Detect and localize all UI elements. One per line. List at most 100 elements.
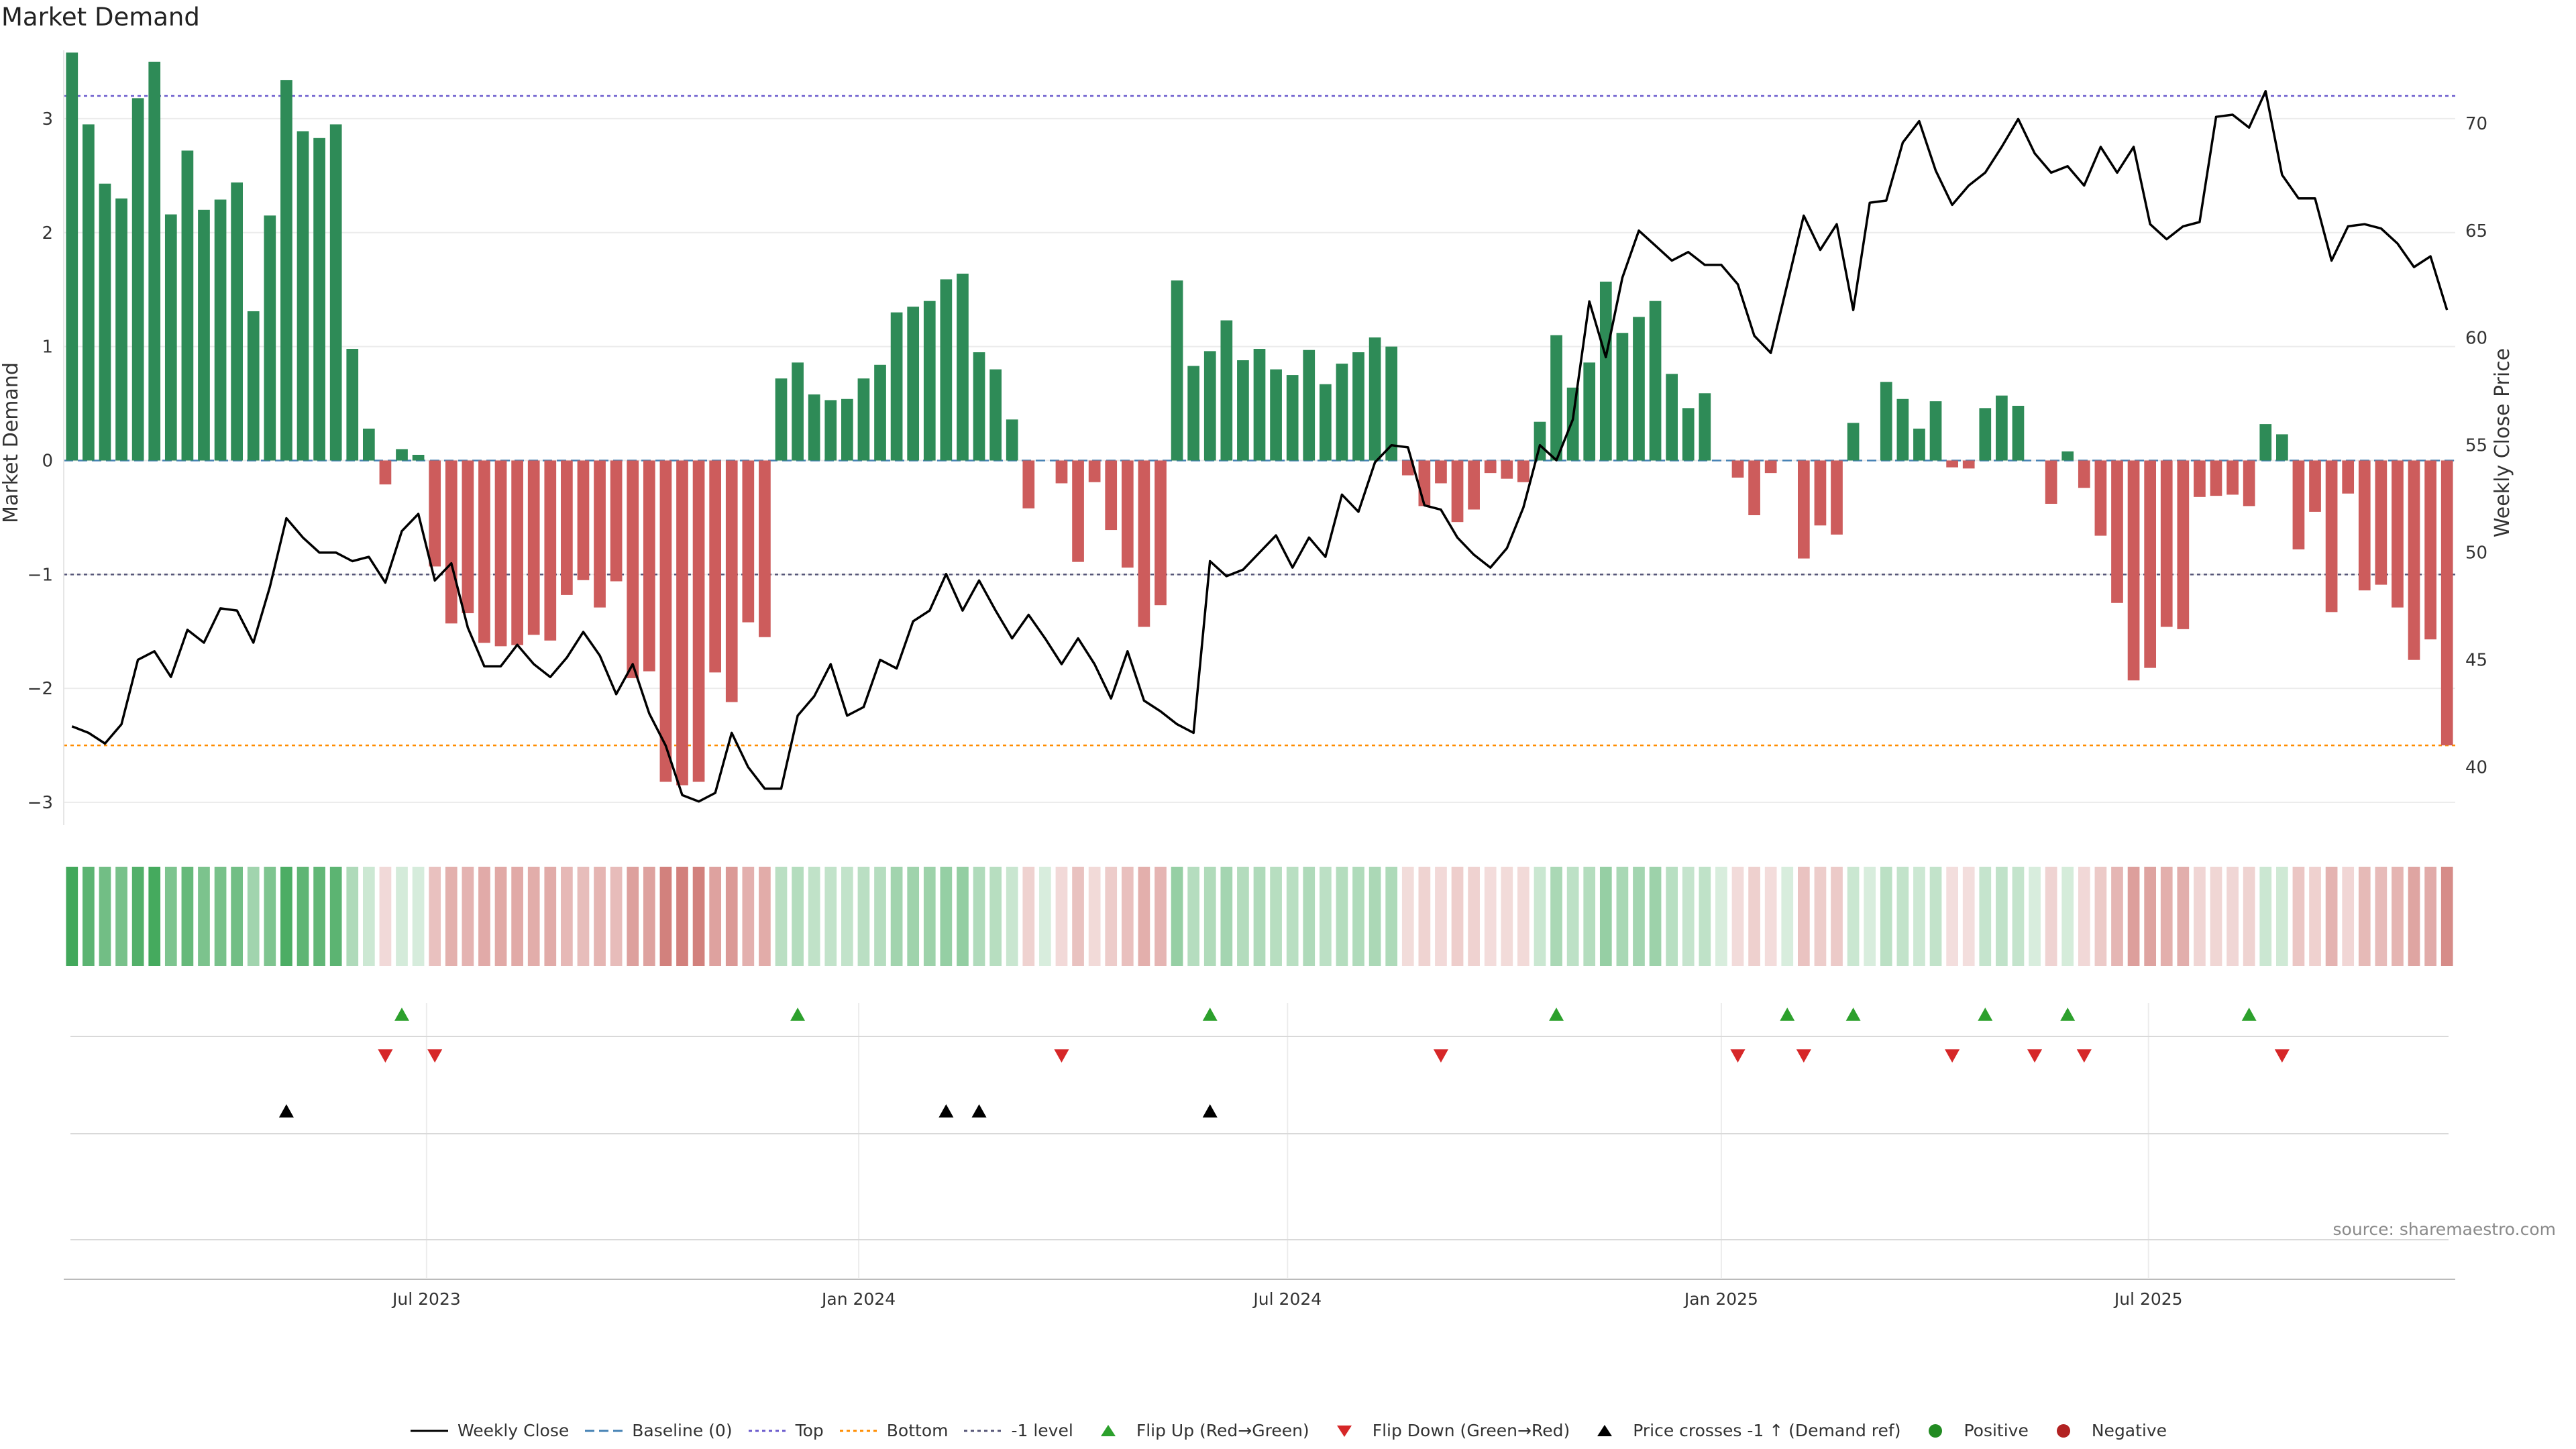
strip-cell <box>1418 867 1431 966</box>
strip-cell <box>83 867 95 966</box>
strip-cell <box>2177 867 2190 966</box>
positive-bar <box>1237 360 1249 461</box>
positive-bar <box>280 80 292 461</box>
strip-cell <box>1864 867 1876 966</box>
positive-bar <box>1006 419 1018 461</box>
negative-bar <box>2325 460 2338 612</box>
strip-cell <box>824 867 837 966</box>
negative-bar <box>2177 460 2190 629</box>
strip-cell <box>1517 867 1529 966</box>
strip-cell <box>462 867 474 966</box>
strip-cell <box>1187 867 1200 966</box>
price-cross-marker <box>278 1104 294 1118</box>
legend-item-flip-down: Flip Down (Green→Red) <box>1324 1421 1570 1440</box>
legend-item-negative: Negative <box>2043 1421 2167 1440</box>
strip-cell <box>1270 867 1282 966</box>
y2-tick-label: 45 <box>2465 651 2487 671</box>
strip-cell <box>2210 867 2222 966</box>
negative-bar <box>2078 460 2090 488</box>
positive-bar <box>841 398 853 461</box>
strip-cell <box>181 867 194 966</box>
positive-bar <box>2061 451 2074 461</box>
legend-item-baseline: Baseline (0) <box>584 1421 733 1440</box>
strip-cell <box>1055 867 1068 966</box>
positive-bar <box>1699 393 1711 461</box>
positive-bar <box>989 369 1002 461</box>
strip-cell <box>362 867 375 966</box>
positive-bar <box>181 150 194 461</box>
negative-bar <box>1831 460 1843 535</box>
strip-cell <box>1401 867 1414 966</box>
flip-up-marker <box>1549 1008 1564 1021</box>
negative-bar <box>742 460 755 623</box>
positive-bar <box>1666 374 1678 461</box>
strip-cell <box>2259 867 2272 966</box>
strip-cell <box>1352 867 1364 966</box>
strip-cell <box>957 867 969 966</box>
strip-cell <box>1138 867 1150 966</box>
legend-swatch <box>1100 1424 1116 1436</box>
strip-cell <box>280 867 292 966</box>
strip-cell <box>2012 867 2025 966</box>
positive-bar <box>2275 434 2288 461</box>
negative-bar <box>676 460 688 786</box>
strip-cell <box>66 867 78 966</box>
strip-cell <box>2440 867 2453 966</box>
price-line <box>71 90 2449 803</box>
strip-cell <box>2392 867 2404 966</box>
positive-bar <box>2259 424 2272 461</box>
positive-bar <box>874 364 886 461</box>
strip-cell <box>2078 867 2090 966</box>
strip-cell <box>1699 867 1711 966</box>
legend-swatch <box>2056 1424 2070 1438</box>
strip-cell <box>2243 867 2255 966</box>
negative-bar <box>725 460 738 702</box>
strip-cell <box>2094 867 2107 966</box>
negative-bar <box>2144 460 2157 668</box>
positive-bar <box>346 349 359 461</box>
negative-bar <box>2094 460 2107 536</box>
positive-bar <box>923 301 936 461</box>
negative-bar <box>1105 460 1118 531</box>
positive-bar <box>1171 280 1183 461</box>
gridlines <box>64 117 2455 1278</box>
strip-cell <box>494 867 507 966</box>
strip-cell <box>2029 867 2041 966</box>
strip-cell <box>131 867 144 966</box>
x-tick-label: Jul 2025 <box>2113 1289 2183 1309</box>
strip-cell <box>1319 867 1332 966</box>
flip-down-marker <box>378 1049 393 1063</box>
negative-bar <box>1517 460 1529 482</box>
strip-cell <box>1979 867 1992 966</box>
negative-bar <box>692 460 705 782</box>
negative-bar <box>2392 460 2404 608</box>
strip-cell <box>1896 867 1909 966</box>
legend-swatch <box>1336 1425 1352 1437</box>
positive-bar <box>1187 366 1200 461</box>
strip-cell <box>2275 867 2288 966</box>
strip-cell <box>1946 867 1958 966</box>
flip-up-marker <box>1845 1008 1861 1021</box>
strip-cell <box>445 867 458 966</box>
x-tick-label: Jul 2024 <box>1252 1289 1322 1309</box>
strip-cell <box>1171 867 1183 966</box>
positive-bar <box>1583 362 1596 461</box>
chart-area: −3 −2 −1 0 1 2 3 40 45 50 55 60 65 70 Jul 2023 Jan 202… <box>0 50 2514 1309</box>
legend-label: Flip Down (Green→Red) <box>1372 1421 1570 1440</box>
strip-cell <box>907 867 920 966</box>
negative-bar <box>1946 460 1958 468</box>
strip-cell <box>313 867 325 966</box>
strip-cell <box>676 867 688 966</box>
y2-tick-label: 65 <box>2465 221 2487 241</box>
negative-bar <box>1764 460 1777 474</box>
strip-cell <box>2127 867 2140 966</box>
positive-bar <box>1270 369 1282 461</box>
strip-cell <box>1286 867 1299 966</box>
positive-bar <box>1566 387 1579 461</box>
negative-bar <box>561 460 573 595</box>
strip-cell <box>709 867 722 966</box>
negative-bar <box>2309 460 2321 512</box>
strip-cell <box>1105 867 1118 966</box>
negative-bar <box>2194 460 2206 497</box>
legend-item-minus1: -1 level <box>963 1421 1073 1440</box>
